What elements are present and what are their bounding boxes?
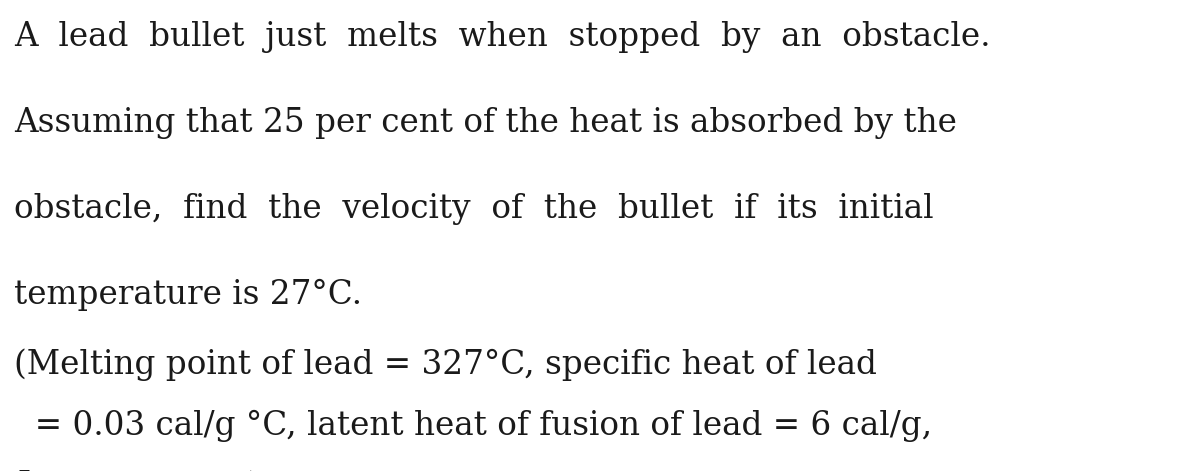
Text: J: J <box>14 470 28 471</box>
Text: = 0.03 cal/g °C, latent heat of fusion of lead = 6 cal/g,: = 0.03 cal/g °C, latent heat of fusion o… <box>14 410 932 442</box>
Text: A  lead  bullet  just  melts  when  stopped  by  an  obstacle.: A lead bullet just melts when stopped by… <box>14 21 991 53</box>
Text: = 4.2 J/cal.): = 4.2 J/cal.) <box>55 470 262 471</box>
Text: Assuming that 25 per cent of the heat is absorbed by the: Assuming that 25 per cent of the heat is… <box>14 107 958 139</box>
Text: temperature is 27°C.: temperature is 27°C. <box>14 279 362 311</box>
Text: obstacle,  find  the  velocity  of  the  bullet  if  its  initial: obstacle, find the velocity of the bulle… <box>14 193 934 225</box>
Text: (Melting point of lead = 327°C, specific heat of lead: (Melting point of lead = 327°C, specific… <box>14 349 877 381</box>
